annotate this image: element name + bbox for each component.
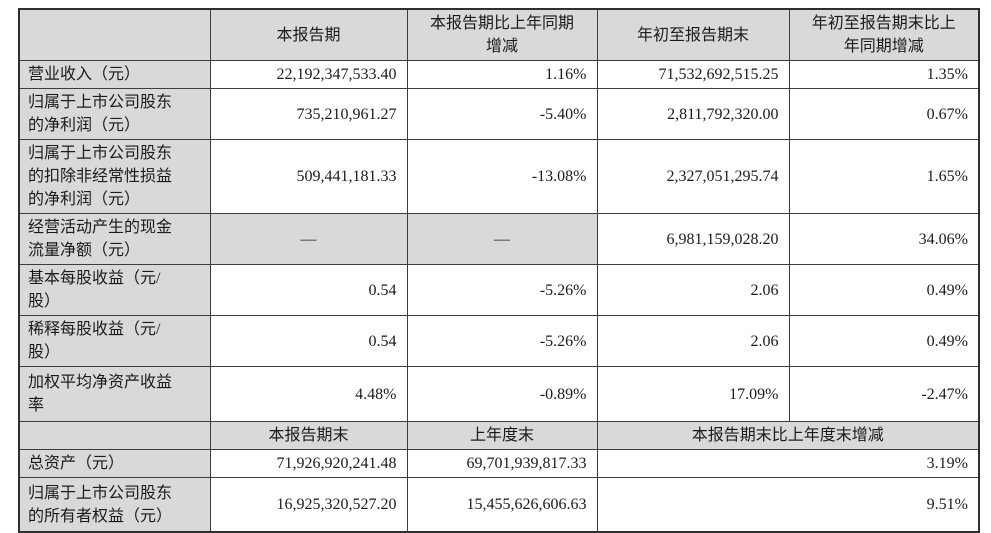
cell-basic-eps-ytd-change: 0.49% xyxy=(788,264,980,316)
table-row-revenue: 营业收入（元） 22,192,347,533.40 1.16% 71,532,6… xyxy=(18,60,980,89)
cell-cash-flow-ytd-change: 34.06% xyxy=(788,213,980,265)
table-row-net-profit-excl-nonrecurring: 归属于上市公司股东的扣除非经常性损益的净利润（元） 509,441,181.33… xyxy=(18,139,980,214)
header-end-vs-prior-year-end: 本报告期末比上年度末增减 xyxy=(596,421,980,450)
cell-equity-prior-year-end: 15,455,626,606.63 xyxy=(406,477,598,533)
cell-basic-eps-current: 0.54 xyxy=(209,264,408,316)
row-label-shareholders-equity: 归属于上市公司股东的所有者权益（元） xyxy=(18,477,211,533)
header-row-bottom: 本报告期末 上年度末 本报告期末比上年度末增减 xyxy=(18,421,980,450)
row-label-net-profit-excl-nonrecurring: 归属于上市公司股东的扣除非经常性损益的净利润（元） xyxy=(18,139,211,214)
cell-cash-flow-current-dash: — xyxy=(209,213,408,265)
cell-equity-period-end: 16,925,320,527.20 xyxy=(209,477,408,533)
cell-total-assets-period-end: 71,926,920,241.48 xyxy=(209,449,408,478)
cell-excl-nonrecurring-current-change: -13.08% xyxy=(406,139,598,214)
table-row-operating-cash-flow: 经营活动产生的现金流量净额（元） — — 6,981,159,028.20 34… xyxy=(18,213,980,265)
table-row-weighted-avg-roe: 加权平均净资产收益率 4.48% -0.89% 17.09% -2.47% xyxy=(18,366,980,422)
table-row-net-profit: 归属于上市公司股东的净利润（元） 735,210,961.27 -5.40% 2… xyxy=(18,88,980,140)
cell-net-profit-current-change: -5.40% xyxy=(406,88,598,140)
cell-revenue-current-change: 1.16% xyxy=(406,60,598,89)
header-prior-year-end: 上年度末 xyxy=(406,421,598,450)
cell-basic-eps-current-change: -5.26% xyxy=(406,264,598,316)
cell-basic-eps-ytd: 2.06 xyxy=(596,264,790,316)
row-label-weighted-avg-roe: 加权平均净资产收益率 xyxy=(18,366,211,422)
cell-roe-ytd-change: -2.47% xyxy=(788,366,980,422)
cell-roe-current-change: -0.89% xyxy=(406,366,598,422)
header-blank xyxy=(18,8,211,61)
cell-revenue-ytd-change: 1.35% xyxy=(788,60,980,89)
row-label-net-profit: 归属于上市公司股东的净利润（元） xyxy=(18,88,211,140)
header-blank-bottom xyxy=(18,421,211,450)
header-ytd: 年初至报告期末 xyxy=(596,8,790,61)
cell-excl-nonrecurring-current: 509,441,181.33 xyxy=(209,139,408,214)
table-row-shareholders-equity: 归属于上市公司股东的所有者权益（元） 16,925,320,527.20 15,… xyxy=(18,477,980,533)
row-label-total-assets: 总资产（元） xyxy=(18,449,211,478)
cell-cash-flow-current-change-dash: — xyxy=(406,213,598,265)
cell-roe-current: 4.48% xyxy=(209,366,408,422)
cell-roe-ytd: 17.09% xyxy=(596,366,790,422)
cell-equity-change: 9.51% xyxy=(596,477,980,533)
header-current-period: 本报告期 xyxy=(209,8,408,61)
cell-diluted-eps-current: 0.54 xyxy=(209,315,408,367)
cell-diluted-eps-current-change: -5.26% xyxy=(406,315,598,367)
cell-net-profit-current: 735,210,961.27 xyxy=(209,88,408,140)
row-label-basic-eps: 基本每股收益（元/股） xyxy=(18,264,211,316)
cell-revenue-current: 22,192,347,533.40 xyxy=(209,60,408,89)
cell-total-assets-prior-year-end: 69,701,939,817.33 xyxy=(406,449,598,478)
header-period-end: 本报告期末 xyxy=(209,421,408,450)
row-label-operating-cash-flow: 经营活动产生的现金流量净额（元） xyxy=(18,213,211,265)
cell-excl-nonrecurring-ytd-change: 1.65% xyxy=(788,139,980,214)
row-label-diluted-eps: 稀释每股收益（元/股） xyxy=(18,315,211,367)
cell-net-profit-ytd-change: 0.67% xyxy=(788,88,980,140)
header-current-vs-prior: 本报告期比上年同期增减 xyxy=(406,8,598,61)
cell-diluted-eps-ytd-change: 0.49% xyxy=(788,315,980,367)
cell-total-assets-change: 3.19% xyxy=(596,449,980,478)
financial-summary-table: 本报告期 本报告期比上年同期增减 年初至报告期末 年初至报告期末比上年同期增减 … xyxy=(18,8,980,533)
table-row-basic-eps: 基本每股收益（元/股） 0.54 -5.26% 2.06 0.49% xyxy=(18,264,980,316)
cell-net-profit-ytd: 2,811,792,320.00 xyxy=(596,88,790,140)
row-label-revenue: 营业收入（元） xyxy=(18,60,211,89)
cell-diluted-eps-ytd: 2.06 xyxy=(596,315,790,367)
cell-excl-nonrecurring-ytd: 2,327,051,295.74 xyxy=(596,139,790,214)
header-ytd-vs-prior: 年初至报告期末比上年同期增减 xyxy=(788,8,980,61)
header-row-top: 本报告期 本报告期比上年同期增减 年初至报告期末 年初至报告期末比上年同期增减 xyxy=(18,8,980,61)
table-row-total-assets: 总资产（元） 71,926,920,241.48 69,701,939,817.… xyxy=(18,449,980,478)
table-row-diluted-eps: 稀释每股收益（元/股） 0.54 -5.26% 2.06 0.49% xyxy=(18,315,980,367)
cell-revenue-ytd: 71,532,692,515.25 xyxy=(596,60,790,89)
cell-cash-flow-ytd: 6,981,159,028.20 xyxy=(596,213,790,265)
